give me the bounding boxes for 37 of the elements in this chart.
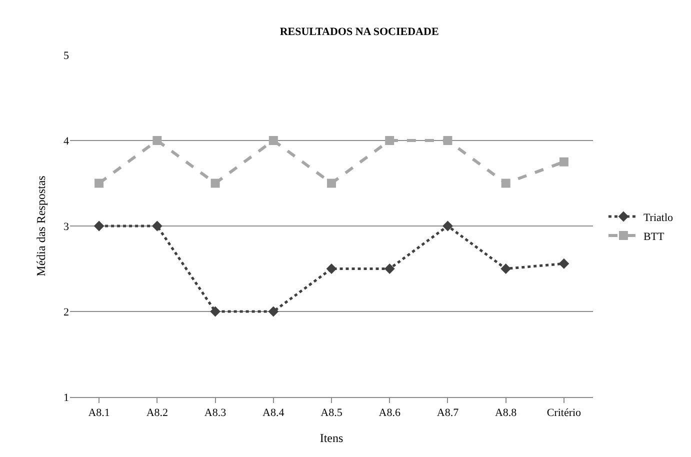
point: [500, 264, 512, 274]
legend-label: Triatlo: [643, 212, 674, 224]
y-tick-label: 5: [64, 50, 70, 62]
y-tick-label: 3: [64, 220, 70, 233]
x-tick-label: Critério: [546, 407, 582, 420]
point: [210, 306, 220, 317]
x-tick-label: A8.1: [88, 407, 110, 420]
chart-title: RESULTADOS NA SOCIEDADE: [280, 26, 439, 38]
point: [268, 306, 279, 317]
x-tick-label: A8.3: [204, 407, 227, 420]
x-tick-label: A8.8: [494, 407, 518, 420]
x-tick-label: A8.4: [262, 407, 285, 420]
x-tick-label: A8.6: [378, 407, 401, 420]
point: [152, 136, 162, 145]
point: [385, 136, 394, 145]
y-tick-label: 4: [64, 135, 70, 148]
x-tick-label: A8.2: [146, 407, 168, 420]
y-tick-label: 1: [64, 392, 69, 404]
point: [501, 178, 510, 188]
point: [559, 157, 568, 166]
point: [94, 220, 104, 232]
y-tick-label: 2: [64, 306, 69, 318]
point: [442, 220, 453, 232]
x-axis-title: Itens: [320, 431, 344, 446]
y-axis-title: Média das Respostas: [34, 175, 48, 276]
point: [268, 136, 278, 145]
point: [152, 220, 162, 232]
point: [558, 258, 570, 269]
point: [443, 136, 452, 145]
point: [210, 178, 220, 188]
point: [384, 264, 395, 274]
x-tick-label: A8.5: [320, 407, 343, 420]
point: [326, 264, 337, 274]
legend-label: BTT: [643, 230, 665, 243]
x-tick-label: A8.7: [436, 407, 460, 420]
point: [94, 178, 104, 188]
point: [327, 178, 336, 188]
